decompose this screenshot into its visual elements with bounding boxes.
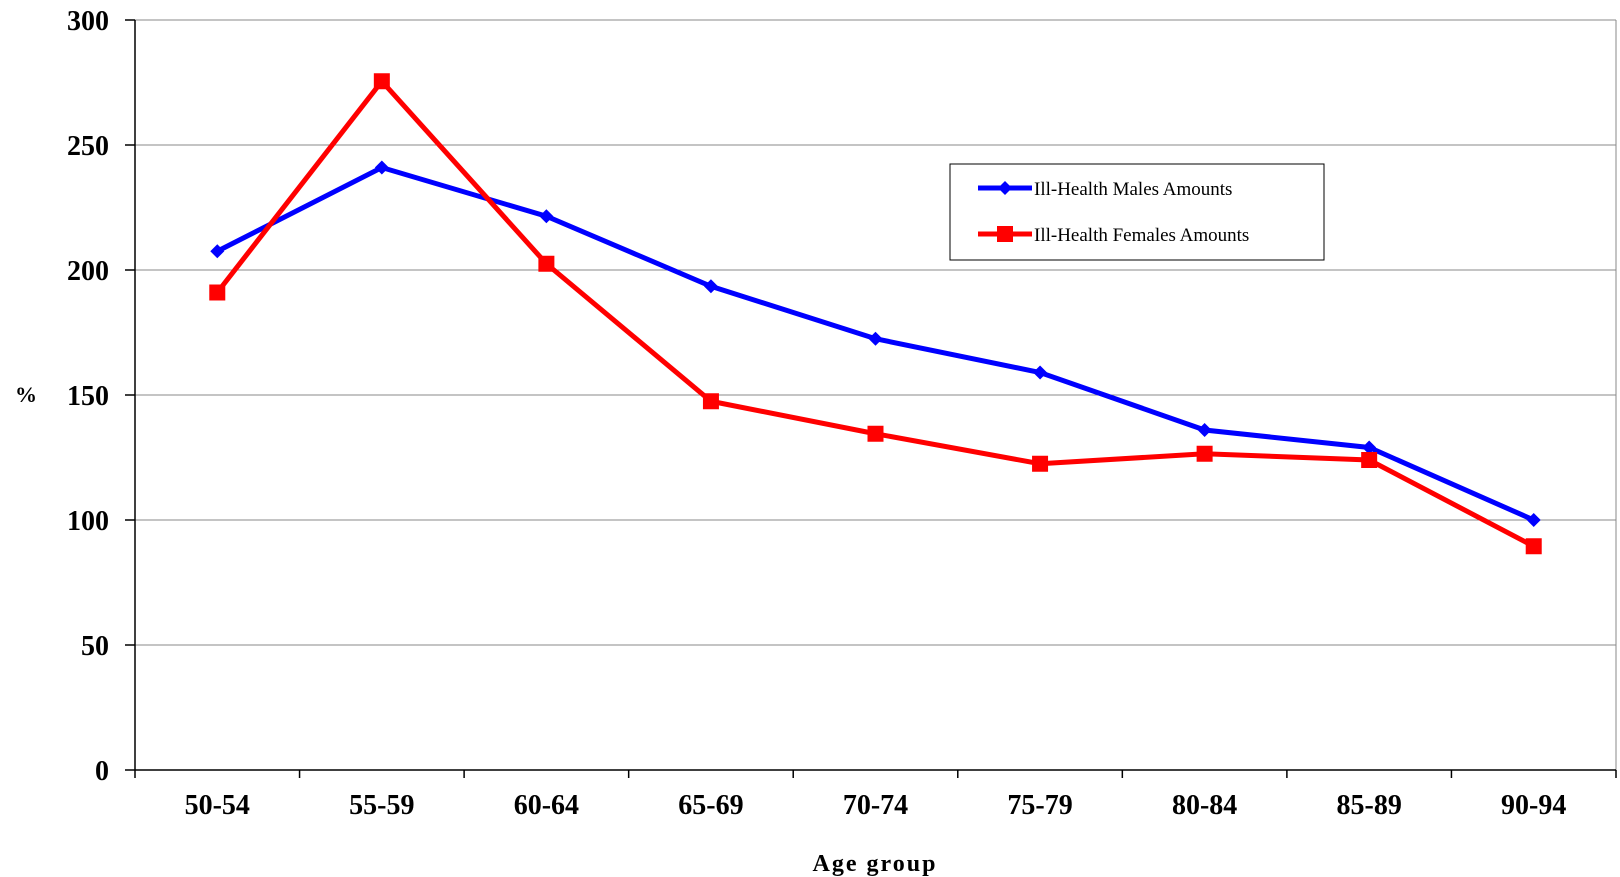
point-1-8: [1525, 538, 1542, 555]
x-axis-ticks: 50-54 55-59 60-64 65-69 70-74 75-79 80-84 85-89…: [134, 770, 1617, 821]
x-tick-label-55-59: 55-59: [349, 790, 414, 821]
point-0-1: [374, 160, 389, 175]
point-0-7: [1362, 440, 1377, 455]
series-line-1: [215, 77, 1535, 549]
x-tick-label-50-54: 50-54: [185, 790, 250, 821]
point-1-5: [1032, 455, 1049, 472]
point-1-6: [1196, 445, 1213, 462]
y-tick-label-150: 150: [67, 381, 109, 412]
point-0-0: [210, 244, 225, 259]
point-1-7: [1361, 452, 1378, 468]
x-axis-label: Age group: [813, 851, 938, 877]
y-axis-ticks: 0 50 100 150 200 250 300: [67, 6, 135, 787]
y-axis-label: %: [15, 382, 37, 407]
y-tick-label-100: 100: [67, 506, 109, 537]
legend-label-males: Ill-Health Males Amounts: [1034, 179, 1232, 200]
legend-entry-females: Ill-Health Females Amounts: [978, 225, 1249, 246]
x-tick-label-65-69: 65-69: [678, 790, 743, 821]
legend-entry-males: Ill-Health Males Amounts: [978, 179, 1232, 200]
point-1-4: [867, 425, 884, 442]
series-group: [209, 73, 1542, 555]
legend-marker-males: [998, 181, 1012, 195]
point-1-0: [209, 284, 226, 301]
point-1-1: [373, 73, 390, 90]
y-tick-label-0: 0: [95, 756, 109, 787]
point-0-4: [868, 331, 883, 346]
x-tick-label-90-94: 90-94: [1501, 790, 1566, 821]
point-1-3: [702, 393, 719, 410]
legend-box: [949, 163, 1325, 261]
x-tick-label-75-79: 75-79: [1007, 790, 1072, 821]
x-tick-label-70-74: 70-74: [843, 790, 908, 821]
gridlines: [135, 19, 1617, 770]
point-0-5: [1033, 365, 1048, 380]
y-tick-label-300: 300: [67, 6, 109, 37]
legend-marker-females: [997, 226, 1013, 242]
point-0-6: [1197, 423, 1212, 437]
point-0-8: [1526, 513, 1541, 527]
x-tick-label-85-89: 85-89: [1337, 790, 1402, 821]
legend-label-females: Ill-Health Females Amounts: [1034, 225, 1249, 246]
y-tick-label-200: 200: [67, 256, 109, 287]
y-tick-label-250: 250: [67, 131, 109, 162]
legend: Ill-Health Males Amounts Ill-Health Fema…: [949, 163, 1325, 261]
x-tick-label-80-84: 80-84: [1172, 790, 1237, 821]
y-tick-label-50: 50: [81, 631, 109, 662]
point-1-2: [538, 255, 555, 272]
point-0-2: [539, 209, 554, 224]
x-tick-label-60-64: 60-64: [514, 790, 579, 821]
point-0-3: [703, 279, 718, 294]
